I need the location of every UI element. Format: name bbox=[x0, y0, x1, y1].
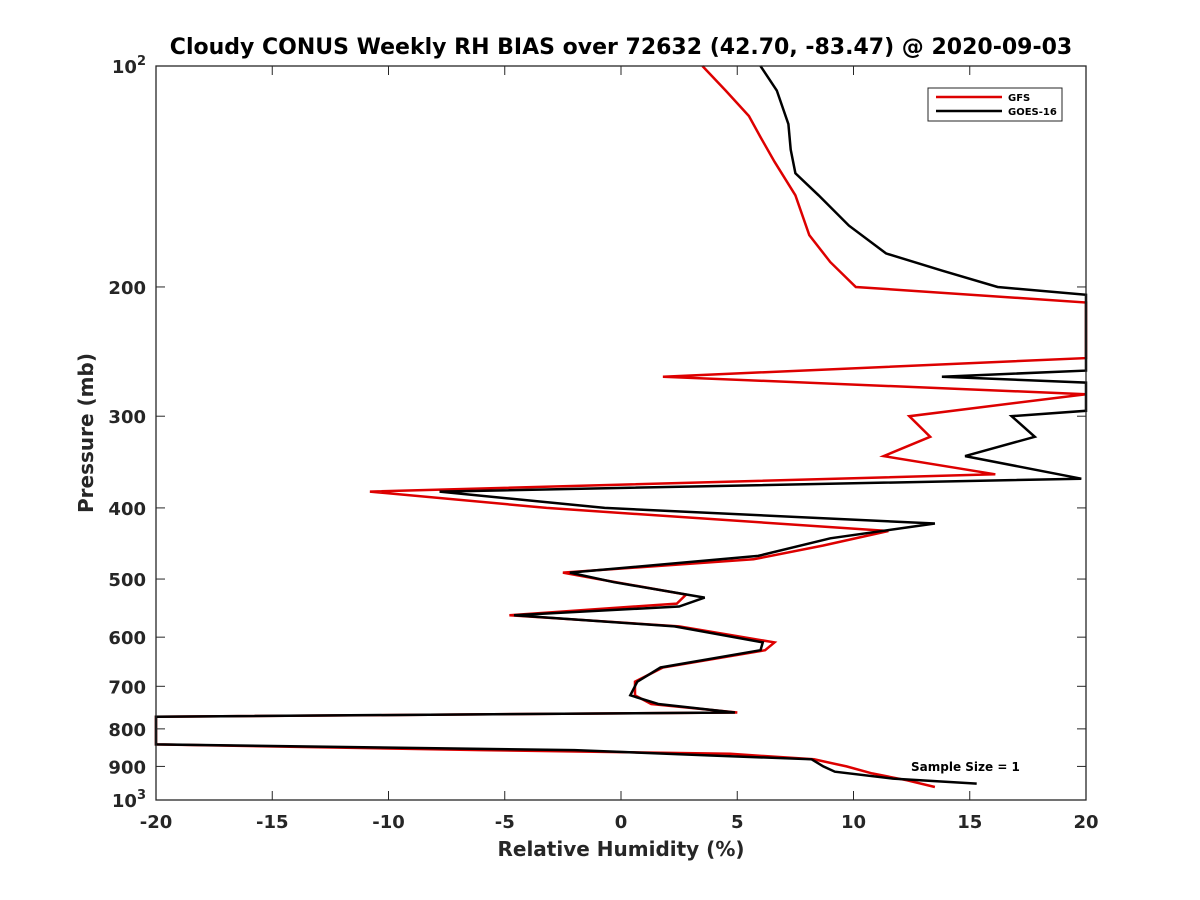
series-line-goes16 bbox=[154, 65, 1088, 785]
chart-title: Cloudy CONUS Weekly RH BIAS over 72632 (… bbox=[170, 35, 1072, 60]
x-tick-label: 15 bbox=[957, 812, 982, 833]
x-tick-label: 5 bbox=[731, 812, 744, 833]
x-tick-label: -20 bbox=[140, 812, 173, 833]
plot-frame bbox=[155, 65, 1087, 801]
x-tick-label: 20 bbox=[1073, 812, 1098, 833]
y-tick-label: 600 bbox=[108, 628, 146, 649]
legend-label-goes16: GOES-16 bbox=[1008, 107, 1057, 118]
legend: GFS GOES-16 bbox=[927, 87, 1063, 122]
legend-label-gfs: GFS bbox=[1008, 93, 1030, 104]
y-tick-label: 300 bbox=[108, 407, 146, 428]
x-tick-label: -5 bbox=[495, 812, 515, 833]
series-layer bbox=[154, 65, 1088, 789]
y-tick-label: 900 bbox=[108, 757, 146, 778]
x-tick-label: -15 bbox=[256, 812, 289, 833]
x-axis-label: Relative Humidity (%) bbox=[497, 837, 744, 861]
ticks-layer: -20 -15 -10 -5 0 5 10 15 20 102 200 300 400 500 600 700… bbox=[108, 54, 1098, 833]
x-tick-label: -10 bbox=[372, 812, 405, 833]
x-tick-label: 10 bbox=[841, 812, 866, 833]
y-tick-label: 102 bbox=[112, 54, 146, 78]
sample-size-annotation: Sample Size = 1 bbox=[911, 760, 1020, 774]
series-line-gfs bbox=[154, 65, 1088, 789]
y-axis-label: Pressure (mb) bbox=[74, 353, 98, 513]
y-tick-label: 800 bbox=[108, 720, 146, 741]
legend-box bbox=[927, 87, 1063, 122]
y-tick-label: 103 bbox=[112, 788, 146, 812]
y-tick-label: 200 bbox=[108, 278, 146, 299]
y-tick-label: 700 bbox=[108, 677, 146, 698]
y-tick-label: 400 bbox=[108, 499, 146, 520]
y-tick-label: 500 bbox=[108, 570, 146, 591]
x-tick-label: 0 bbox=[615, 812, 628, 833]
